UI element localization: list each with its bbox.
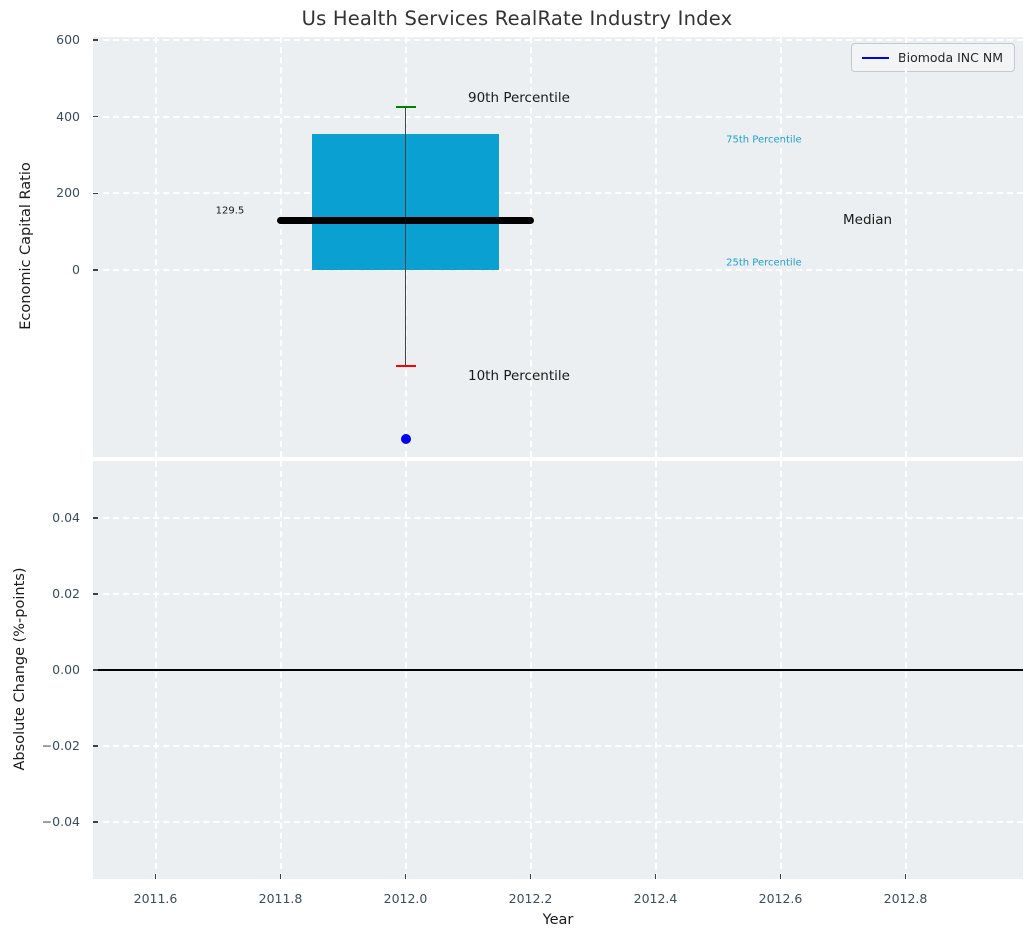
y-tick-label: 0.00 <box>52 662 80 677</box>
y-tick-label: 0 <box>72 261 80 277</box>
y-tick-mark <box>93 745 98 747</box>
x-tick-label: 2011.8 <box>258 891 303 906</box>
whisker-line <box>405 107 406 366</box>
axes-absolute-change <box>93 461 1023 879</box>
legend-line-sample <box>862 56 890 59</box>
y-tick-label: 0.04 <box>52 510 80 525</box>
y-tick-label: 600 <box>56 32 80 48</box>
x-tick-label: 2012.2 <box>508 891 553 906</box>
gridline-y <box>93 517 1023 519</box>
gridline-y <box>93 192 1023 195</box>
y-tick-label: −0.04 <box>41 814 80 829</box>
y-tick-mark <box>93 821 98 823</box>
gridline-x <box>654 37 657 457</box>
y-tick-label: 400 <box>56 108 80 124</box>
x-tick-label: 2011.6 <box>133 891 178 906</box>
y-axis-label-top: Economic Capital Ratio <box>18 162 34 330</box>
annotation-129-5: 129.5 <box>215 205 245 217</box>
chart-title: Us Health Services RealRate Industry Ind… <box>301 7 733 30</box>
x-tick-mark <box>904 874 907 879</box>
whisker-cap-90th <box>395 105 416 109</box>
gridline-x <box>279 37 282 457</box>
annotation-25th-percentile: 25th Percentile <box>726 257 802 269</box>
gridline-x <box>779 37 782 457</box>
annotation-90th-percentile: 90th Percentile <box>468 89 570 106</box>
gridline-x <box>154 37 157 457</box>
annotation-75th-percentile: 75th Percentile <box>726 134 802 146</box>
zero-reference-line <box>93 669 1023 671</box>
annotation-10th-percentile: 10th Percentile <box>468 367 570 384</box>
gridline-y <box>93 745 1023 747</box>
x-tick-label: 2012.6 <box>758 891 803 906</box>
whisker-cap-10th <box>395 364 416 368</box>
x-tick-mark <box>404 874 407 879</box>
x-axis-label: Year <box>542 912 574 928</box>
x-tick-mark <box>154 874 157 879</box>
y-tick-mark <box>93 269 98 271</box>
y-tick-mark <box>93 669 98 671</box>
legend: Biomoda INC NM <box>851 43 1015 72</box>
median-line <box>277 216 534 224</box>
x-tick-mark <box>529 874 532 879</box>
gridline-y <box>93 39 1023 42</box>
x-tick-mark <box>279 874 282 879</box>
legend-label: Biomoda INC NM <box>898 50 1003 65</box>
y-tick-label: 200 <box>56 185 80 201</box>
axes-economic-capital-ratio: Biomoda INC NM 90th Percentile 75th Perce… <box>93 37 1023 457</box>
y-tick-mark <box>93 39 98 41</box>
gridline-y <box>93 268 1023 271</box>
x-tick-mark <box>654 874 657 879</box>
y-tick-mark <box>93 593 98 595</box>
y-tick-mark <box>93 116 98 118</box>
x-tick-mark <box>779 874 782 879</box>
company-data-point <box>400 433 411 444</box>
y-tick-label: 0.02 <box>52 586 80 601</box>
gridline-y <box>93 593 1023 595</box>
y-tick-mark <box>93 192 98 194</box>
gridline-y <box>93 821 1023 823</box>
gridline-x <box>904 37 907 457</box>
y-tick-mark <box>93 517 98 519</box>
gridline-x <box>529 37 532 457</box>
annotation-median: Median <box>843 212 893 229</box>
x-tick-label: 2012.0 <box>383 891 428 906</box>
y-tick-label: −0.02 <box>41 738 80 753</box>
x-tick-label: 2012.4 <box>633 891 678 906</box>
x-tick-label: 2012.8 <box>883 891 928 906</box>
gridline-y <box>93 115 1023 118</box>
